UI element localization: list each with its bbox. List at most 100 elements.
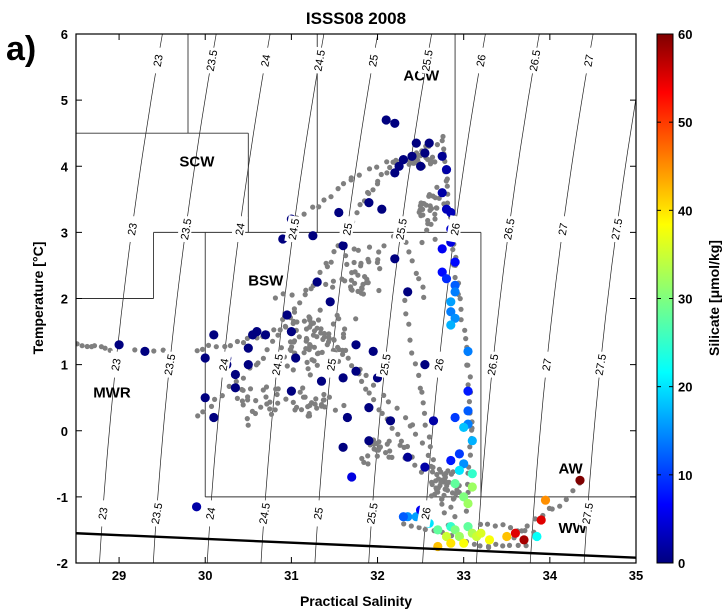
background-point bbox=[200, 409, 206, 415]
silicate-point bbox=[377, 204, 387, 214]
background-point bbox=[365, 453, 371, 459]
background-point bbox=[361, 459, 367, 465]
isopycnal-label-text: 25 bbox=[341, 222, 355, 236]
background-point bbox=[436, 195, 442, 201]
background-point bbox=[366, 190, 372, 197]
background-point bbox=[500, 543, 506, 549]
background-point bbox=[563, 496, 569, 503]
x-tick-label: 33 bbox=[456, 568, 470, 583]
silicate-point bbox=[338, 373, 348, 383]
background-point bbox=[280, 291, 286, 297]
y-tick-label: 0 bbox=[61, 424, 68, 439]
background-point bbox=[291, 309, 298, 315]
background-point bbox=[401, 444, 407, 450]
background-point bbox=[432, 159, 438, 165]
background-point bbox=[376, 407, 382, 413]
background-point bbox=[316, 204, 322, 210]
isopycnal-label-bg bbox=[445, 215, 464, 243]
silicate-point bbox=[463, 346, 473, 356]
silicate-point bbox=[416, 161, 426, 171]
background-point bbox=[331, 336, 337, 343]
silicate-point bbox=[532, 531, 542, 542]
background-point bbox=[102, 345, 108, 351]
background-point bbox=[245, 422, 251, 428]
isopycnal-label-text: 26 bbox=[475, 54, 489, 68]
background-point bbox=[326, 336, 332, 342]
isopycnal-label-text: 24.5 bbox=[313, 49, 329, 72]
isopycnal-label-bg bbox=[579, 46, 597, 75]
background-point bbox=[428, 206, 435, 212]
background-point bbox=[434, 471, 440, 478]
isopycnal-label: 27 bbox=[537, 350, 555, 379]
isopycnal-label-text: 27.5 bbox=[610, 218, 626, 241]
background-point bbox=[418, 213, 424, 219]
background-point bbox=[398, 438, 404, 444]
background-point bbox=[314, 362, 320, 368]
background-point bbox=[310, 320, 317, 326]
isopycnal-label-text: 27.5 bbox=[594, 353, 610, 376]
background-point bbox=[297, 300, 303, 306]
isopycnal-label-text: 25 bbox=[312, 506, 326, 520]
background-point bbox=[389, 425, 395, 431]
background-point bbox=[312, 401, 318, 407]
silicate-point bbox=[454, 449, 464, 459]
x-tick-label: 31 bbox=[284, 568, 298, 583]
background-point bbox=[328, 259, 334, 265]
background-point bbox=[419, 440, 425, 446]
background-point bbox=[430, 457, 436, 463]
silicate-point bbox=[446, 207, 456, 218]
silicate-point bbox=[140, 346, 150, 356]
silicate-point bbox=[390, 168, 400, 178]
silicate-point bbox=[286, 327, 296, 337]
y-tick-label: 4 bbox=[61, 159, 69, 174]
background-point bbox=[326, 331, 332, 337]
background-point bbox=[471, 541, 477, 547]
background-point bbox=[199, 346, 206, 352]
silicate-point bbox=[441, 274, 452, 284]
isopycnal-label-bg bbox=[363, 46, 382, 75]
background-point bbox=[451, 495, 457, 501]
background-point bbox=[477, 543, 483, 549]
background-point bbox=[302, 394, 308, 400]
silicate-point bbox=[394, 161, 404, 171]
background-point bbox=[195, 413, 201, 419]
background-point bbox=[403, 415, 409, 421]
background-point bbox=[304, 337, 310, 343]
background-point bbox=[205, 342, 212, 348]
background-point bbox=[434, 205, 440, 211]
background-point bbox=[321, 397, 327, 403]
background-point bbox=[258, 404, 264, 410]
background-point bbox=[444, 183, 450, 189]
background-point bbox=[434, 184, 440, 190]
isopycnal-label-bg bbox=[591, 350, 609, 379]
background-point bbox=[314, 405, 320, 411]
isopycnal-label-text: 25 bbox=[325, 358, 339, 372]
background-point bbox=[321, 391, 327, 398]
background-point bbox=[377, 266, 383, 272]
background-point bbox=[439, 496, 445, 502]
isopycnal-label-bg bbox=[106, 350, 124, 379]
background-point bbox=[413, 270, 419, 276]
background-point bbox=[270, 338, 276, 344]
background-point bbox=[444, 479, 450, 485]
silicate-point bbox=[209, 412, 219, 423]
background-point bbox=[430, 193, 436, 199]
background-point bbox=[420, 284, 426, 290]
silicate-point bbox=[368, 346, 378, 356]
background-point bbox=[515, 542, 521, 549]
background-point bbox=[448, 504, 454, 510]
background-point bbox=[222, 343, 228, 350]
background-point bbox=[284, 363, 290, 369]
isopycnal-label-bg bbox=[553, 215, 571, 243]
silicate-point bbox=[252, 327, 262, 337]
isopycnal-label: 24 bbox=[256, 46, 274, 75]
background-point bbox=[421, 410, 428, 416]
silicate-point bbox=[291, 353, 301, 363]
background-point bbox=[370, 382, 377, 388]
background-point bbox=[423, 202, 429, 208]
isopycnal-label-text: 24 bbox=[218, 358, 232, 372]
isopycnal-label-text: 23 bbox=[152, 54, 166, 68]
isopycnal-label-bg bbox=[147, 499, 165, 528]
silicate-point bbox=[282, 310, 292, 320]
isopycnal-label: 25 bbox=[308, 499, 327, 528]
